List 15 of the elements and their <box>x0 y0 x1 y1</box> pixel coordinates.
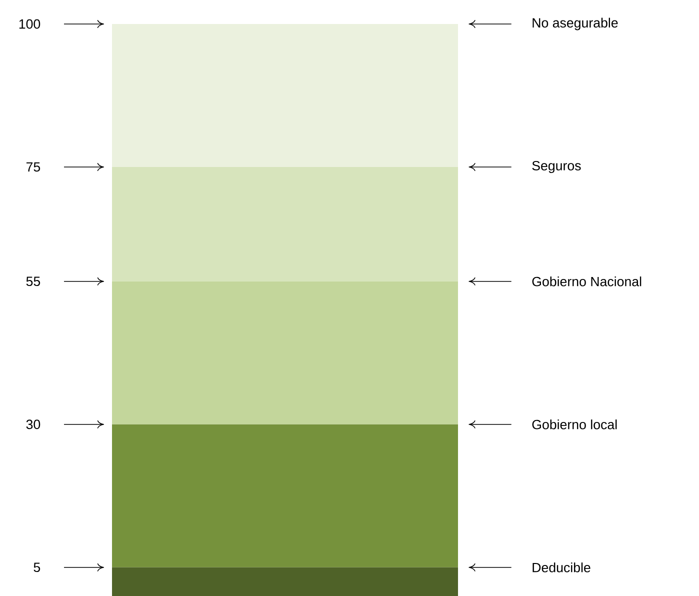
bar <box>112 567 458 596</box>
y-tick-label: 75 <box>26 162 40 172</box>
text: Seguros <box>532 160 581 174</box>
y-tick-label: 55 <box>26 276 40 286</box>
bar <box>112 166 458 282</box>
y-tick-label: 5 <box>34 562 40 572</box>
bar <box>112 24 458 167</box>
bar <box>112 281 458 424</box>
bar <box>112 424 458 568</box>
text: No asegurable <box>532 18 618 30</box>
text: Gobierno local <box>532 420 617 430</box>
y-tick-label: 100 <box>19 19 40 29</box>
text: Deducible <box>532 562 590 572</box>
y-tick-label: 30 <box>26 420 40 430</box>
text: Gobierno Nacional <box>532 276 642 286</box>
